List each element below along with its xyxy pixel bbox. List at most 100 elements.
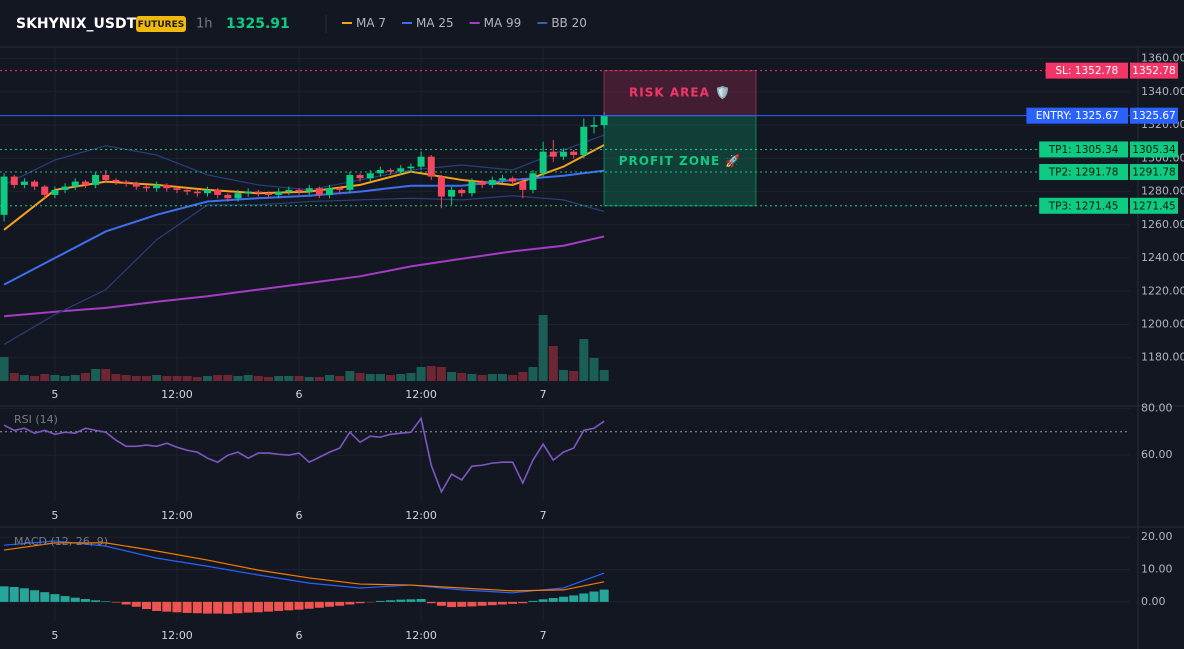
x-tick-label: 12:00 [161,509,193,522]
volume-bar [508,375,518,381]
volume-bar [101,369,111,381]
candle-body [132,183,140,187]
candle-body [336,188,344,190]
x-tick-label: 12:00 [405,629,437,642]
candle-body [203,189,211,194]
price-tag: 1352.78 [1132,65,1175,77]
volume-bar [202,376,212,381]
histogram-bar [101,601,111,602]
y-tick-label: 1200.00 [1141,318,1184,331]
level-tag-bg [1039,197,1128,214]
volume-bar [294,376,304,381]
histogram-bar [294,601,304,610]
candle-body [193,191,201,194]
candle-body [275,191,283,195]
symbol: SKHYNIX_USDT [16,16,137,32]
candle-body [549,151,557,157]
volume-bar [253,376,263,381]
price-tag-bg [1130,197,1178,214]
volume-bar [264,377,274,381]
candle-body [183,189,191,192]
candle-body [71,181,79,187]
volume-bar [477,375,487,381]
y-tick-label: 20.00 [1141,530,1173,543]
y-tick-label: 60.00 [1141,448,1173,461]
volume-bar [447,372,457,381]
candle-body [346,174,354,190]
y-tick-label: 1180.00 [1141,351,1184,364]
volume-bar [355,373,365,381]
volume-bar [304,377,314,381]
candle-body [570,151,578,156]
price-tag: 1291.78 [1132,166,1175,178]
y-tick-label: 10.00 [1141,562,1173,575]
volume-bar [50,375,60,381]
price-tag-bg [1130,107,1178,124]
x-tick-label: 5 [51,388,58,401]
candle-body [81,181,89,185]
histogram-bar [426,601,436,604]
x-tick-label: 12:00 [161,388,193,401]
volume-bar [30,376,40,381]
histogram-bar [325,601,335,607]
level-tag: TP3: 1271.45 [1048,200,1119,212]
histogram-bar [80,598,90,602]
price-tag: 1305.34 [1132,144,1176,156]
candle-body [326,188,334,195]
badge: FUTURES [138,20,184,30]
volume-bar [365,374,375,381]
histogram-bar [569,595,579,602]
candle-body [102,174,110,180]
histogram-bar [548,598,558,602]
volume-bar [70,375,80,381]
volume-bar [9,373,19,381]
volume-bar [152,375,162,381]
candle-body [448,189,456,197]
volume-bar [335,376,345,381]
candle-body [366,173,374,179]
level-tag: TP2: 1291.78 [1048,166,1119,178]
candle-body [468,181,476,194]
volume-bar [569,371,579,381]
histogram-bar [264,601,274,612]
candle-body [51,189,59,195]
candle-body [407,166,415,169]
candle-body [305,188,313,192]
histogram-bar [40,592,50,602]
histogram-bar [50,594,60,602]
y-tick-label: 1260.00 [1141,218,1184,231]
histogram-bar [9,586,19,602]
volume-bar [345,371,355,381]
histogram-bar [457,601,467,607]
legend-label: BB 20 [551,16,587,30]
price-tag-bg [1130,163,1178,180]
histogram-bar [558,596,568,602]
histogram-bar [213,601,223,614]
histogram-bar [447,601,457,608]
candle-body [590,125,598,127]
volume-bar [274,376,284,381]
histogram-bar [477,601,487,606]
histogram-bar [152,601,162,611]
price-tag-bg [1130,62,1178,79]
candle-body [529,173,537,190]
volume-bar [233,376,243,381]
volume-bar [19,375,29,381]
volume-bar [131,376,141,381]
volume-bar [141,376,151,381]
histogram-bar [345,601,355,605]
legend-label: MA 7 [356,16,386,30]
histogram-bar [518,601,528,604]
x-tick-label: 7 [540,629,547,642]
histogram-bar [243,601,253,613]
level-tag: SL: 1352.78 [1055,65,1118,77]
y-tick-label: 80.00 [1141,401,1173,414]
candle-body [41,186,49,195]
histogram-bar [284,601,294,611]
bollinger-band [3,195,605,345]
histogram-bar [599,589,609,602]
rsi-line [3,416,605,494]
histogram-bar [386,600,396,602]
legend-label: MA 99 [484,16,522,30]
candle-body [214,189,222,195]
